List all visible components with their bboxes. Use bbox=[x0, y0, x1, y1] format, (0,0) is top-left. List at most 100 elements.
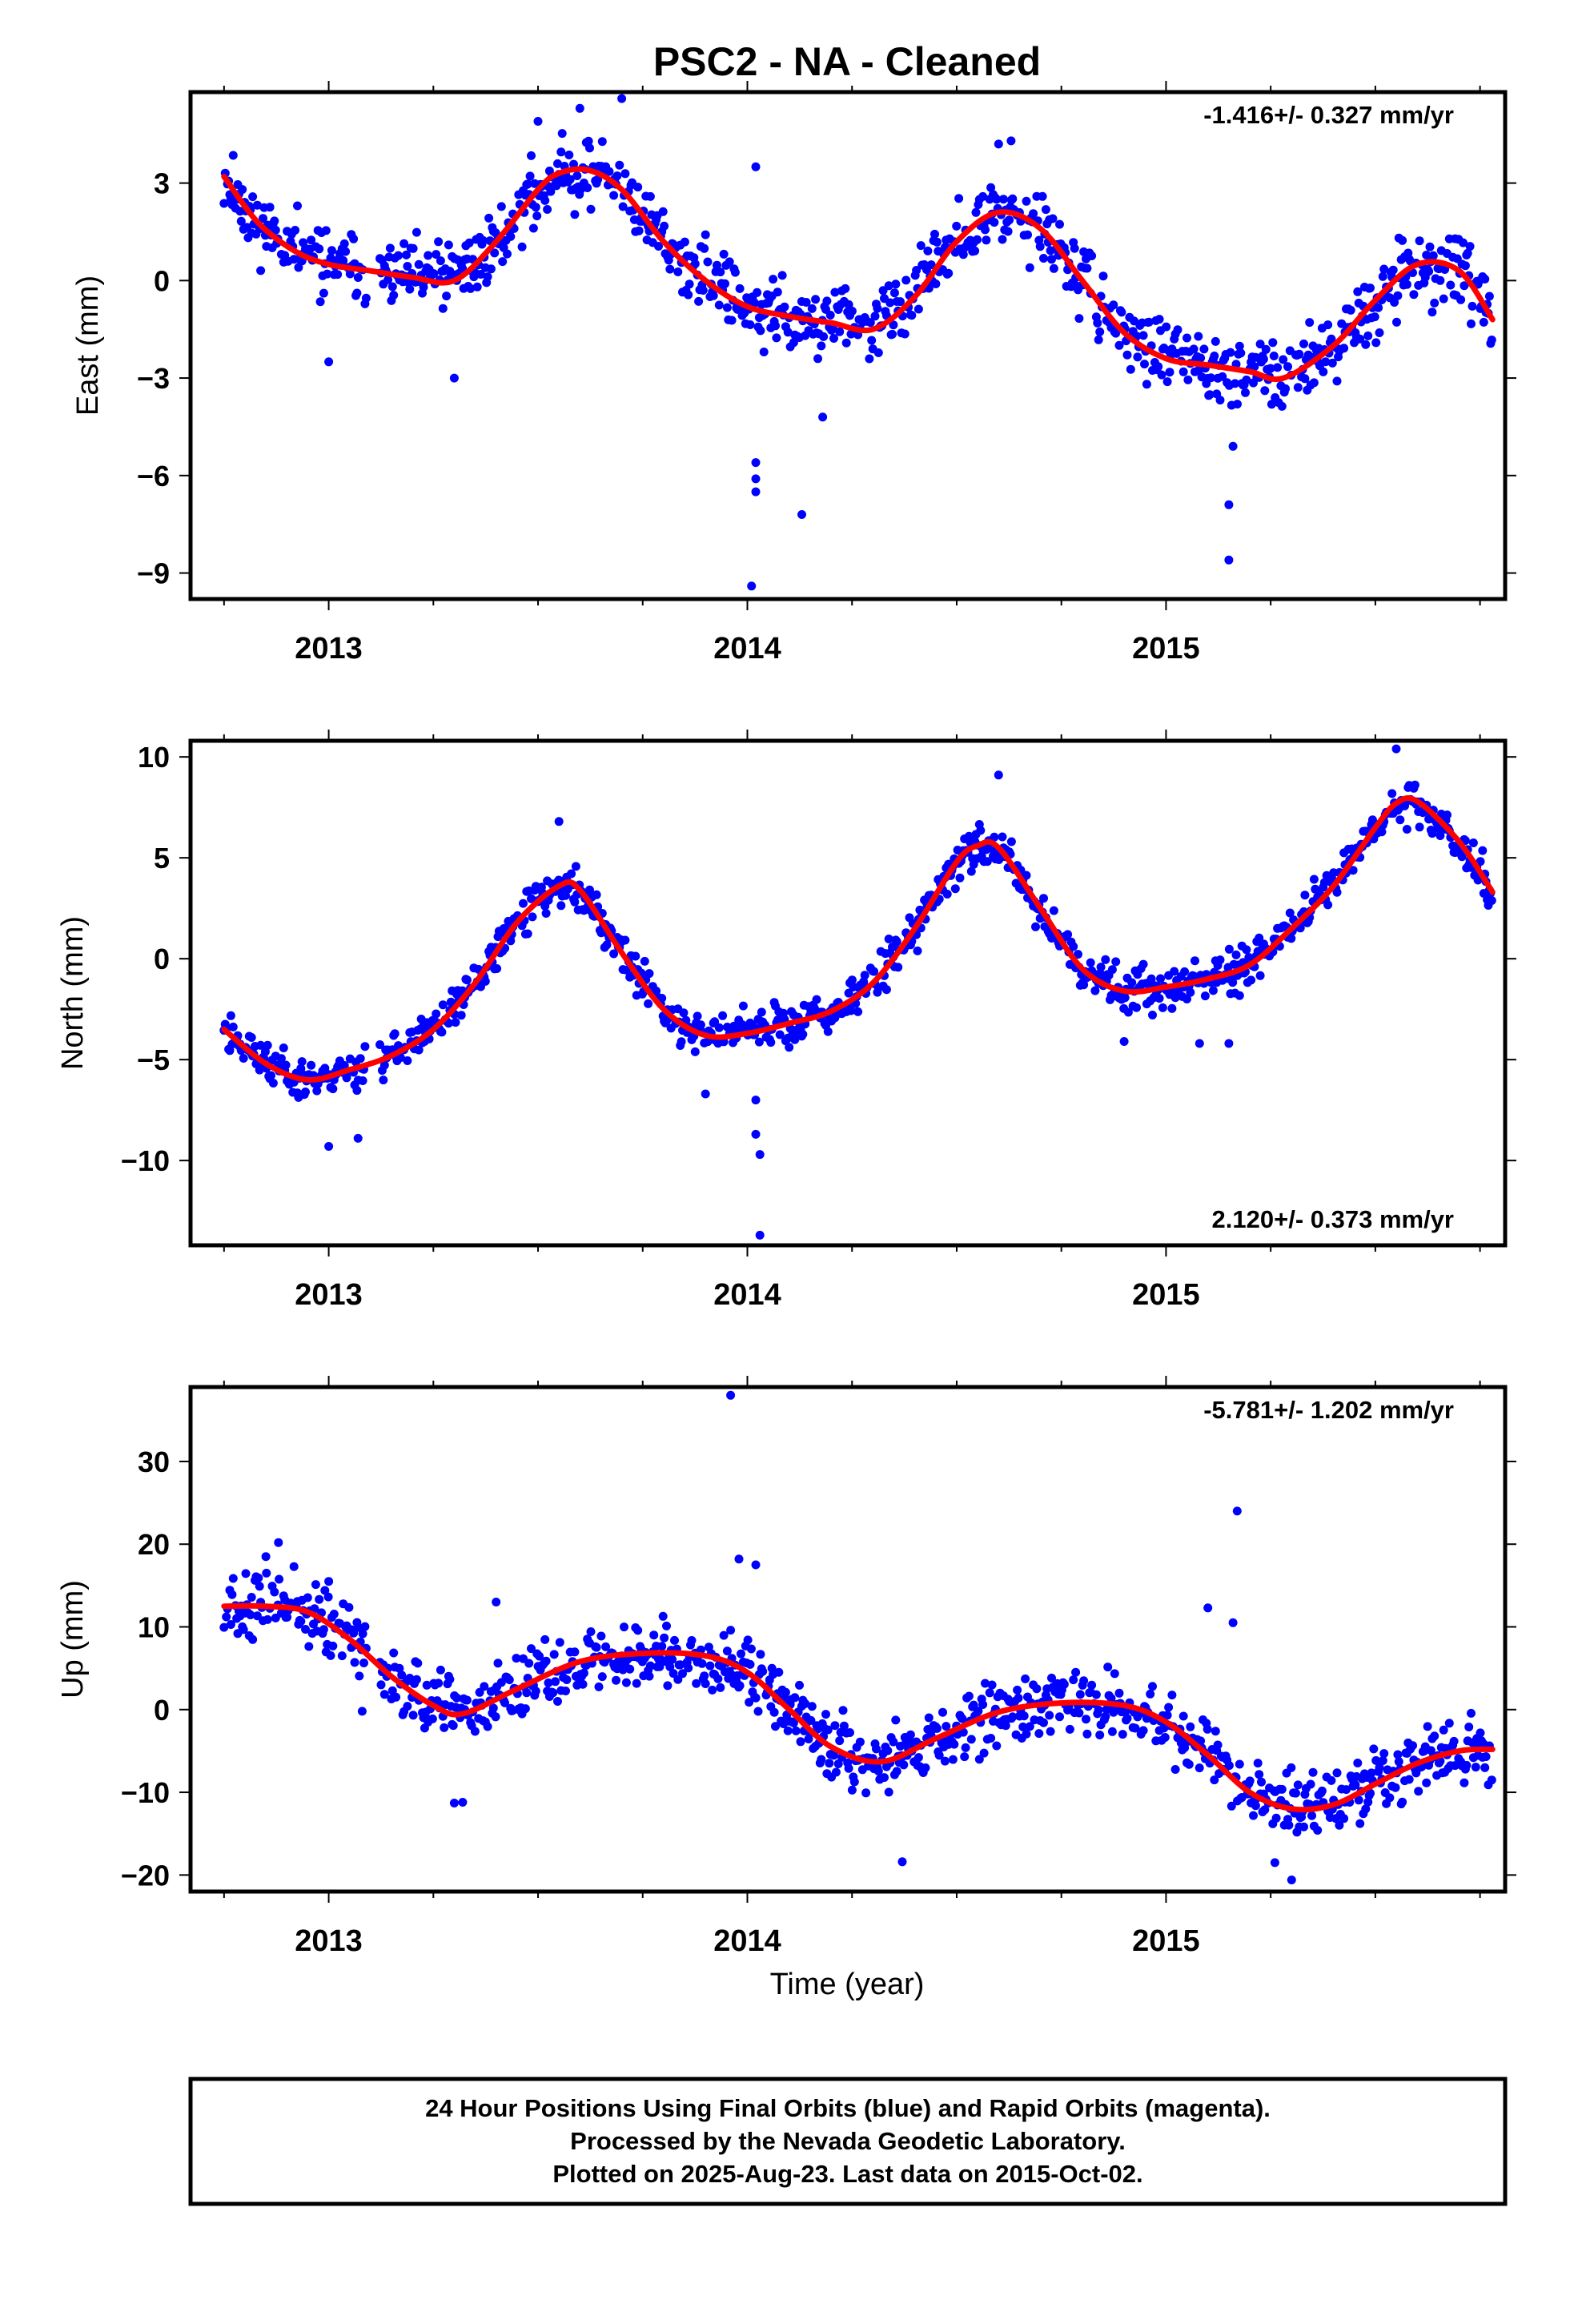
data-point bbox=[735, 283, 745, 293]
data-point bbox=[847, 975, 857, 985]
data-point bbox=[291, 226, 300, 235]
data-point bbox=[1167, 1003, 1177, 1013]
y-tick-label: 0 bbox=[154, 1694, 170, 1727]
data-point bbox=[807, 1702, 817, 1711]
data-point bbox=[1245, 1776, 1255, 1786]
panel-frame bbox=[188, 738, 1508, 1248]
data-point bbox=[710, 1017, 720, 1027]
data-point bbox=[751, 1693, 761, 1703]
data-point bbox=[1439, 1725, 1448, 1735]
data-point bbox=[315, 1594, 324, 1604]
data-point bbox=[755, 1230, 765, 1240]
data-point bbox=[1415, 236, 1424, 246]
data-point bbox=[948, 1755, 958, 1764]
data-point bbox=[432, 1009, 441, 1019]
data-point bbox=[998, 235, 1007, 244]
data-point bbox=[1342, 1785, 1351, 1795]
data-point bbox=[405, 284, 415, 294]
data-point bbox=[979, 1748, 989, 1758]
data-point bbox=[994, 770, 1003, 780]
data-point bbox=[645, 1661, 655, 1671]
data-point bbox=[475, 1687, 484, 1697]
data-point bbox=[634, 226, 644, 235]
data-point bbox=[445, 1675, 455, 1684]
data-point bbox=[1138, 1726, 1148, 1735]
data-point bbox=[1273, 363, 1283, 372]
data-point bbox=[349, 234, 359, 243]
data-point bbox=[1022, 870, 1031, 880]
data-point bbox=[294, 263, 303, 272]
data-point bbox=[402, 250, 411, 259]
data-point bbox=[930, 229, 939, 239]
data-point bbox=[873, 1767, 883, 1776]
data-point bbox=[228, 1574, 238, 1583]
data-point bbox=[835, 327, 845, 336]
data-point bbox=[738, 1001, 748, 1011]
data-point bbox=[899, 1760, 909, 1770]
data-point bbox=[1351, 1780, 1360, 1790]
data-point bbox=[262, 1568, 271, 1578]
data-point bbox=[1427, 308, 1437, 317]
data-point bbox=[985, 1688, 994, 1698]
data-point bbox=[1319, 878, 1329, 887]
data-point bbox=[1291, 1788, 1300, 1798]
data-point bbox=[1339, 1814, 1349, 1823]
data-point bbox=[1471, 1763, 1480, 1772]
data-point bbox=[769, 275, 778, 284]
data-point bbox=[670, 1635, 679, 1645]
data-point bbox=[1119, 1037, 1129, 1046]
data-point bbox=[830, 1721, 840, 1731]
data-point bbox=[766, 1038, 776, 1047]
data-point bbox=[1259, 355, 1268, 364]
data-point bbox=[578, 1679, 588, 1689]
data-point bbox=[1327, 1775, 1336, 1785]
data-point bbox=[1144, 317, 1154, 327]
data-point bbox=[1082, 1729, 1092, 1739]
data-point bbox=[522, 1688, 532, 1698]
data-point bbox=[1091, 1690, 1101, 1699]
data-point bbox=[1173, 325, 1182, 335]
data-point bbox=[1039, 894, 1048, 903]
data-point bbox=[889, 320, 898, 330]
data-point bbox=[520, 1704, 530, 1714]
x-axis-label: Time (year) bbox=[770, 1968, 925, 2001]
data-point bbox=[1366, 1788, 1375, 1798]
data-point bbox=[913, 1753, 923, 1763]
data-point bbox=[493, 1659, 503, 1668]
data-point bbox=[1339, 344, 1349, 353]
data-point bbox=[785, 1043, 794, 1052]
data-point bbox=[1306, 1779, 1315, 1789]
data-point bbox=[1184, 1759, 1194, 1769]
data-point bbox=[1186, 987, 1195, 997]
data-point bbox=[1103, 1663, 1113, 1672]
data-point bbox=[1049, 906, 1058, 915]
data-point bbox=[1096, 963, 1106, 972]
data-point bbox=[1247, 975, 1256, 985]
data-point bbox=[1215, 396, 1225, 405]
data-point bbox=[413, 1659, 423, 1668]
data-point bbox=[783, 328, 793, 337]
north-panel: 10 5 0 −5 −10 2013 2014 2015 North (mm) 2.120+/- … bbox=[56, 730, 1516, 1312]
data-point bbox=[452, 1693, 461, 1703]
data-point bbox=[1194, 332, 1203, 341]
data-point bbox=[1260, 386, 1270, 396]
data-point bbox=[462, 975, 472, 985]
data-point bbox=[1270, 1858, 1279, 1868]
data-point bbox=[1353, 1759, 1363, 1767]
data-point bbox=[1200, 991, 1210, 1001]
data-point bbox=[1191, 956, 1199, 966]
data-point bbox=[849, 1777, 859, 1787]
data-point bbox=[1032, 1684, 1042, 1694]
data-point bbox=[1235, 991, 1244, 1000]
data-point bbox=[312, 1086, 322, 1096]
data-point bbox=[1287, 1763, 1296, 1772]
fit-curve bbox=[221, 794, 1496, 1083]
data-point bbox=[436, 256, 445, 266]
data-point bbox=[1211, 1727, 1220, 1736]
data-point bbox=[592, 890, 601, 899]
data-point bbox=[905, 1730, 915, 1739]
data-point bbox=[1277, 401, 1287, 411]
data-point bbox=[301, 1625, 310, 1634]
data-point bbox=[1178, 1711, 1188, 1721]
data-point bbox=[751, 474, 761, 484]
